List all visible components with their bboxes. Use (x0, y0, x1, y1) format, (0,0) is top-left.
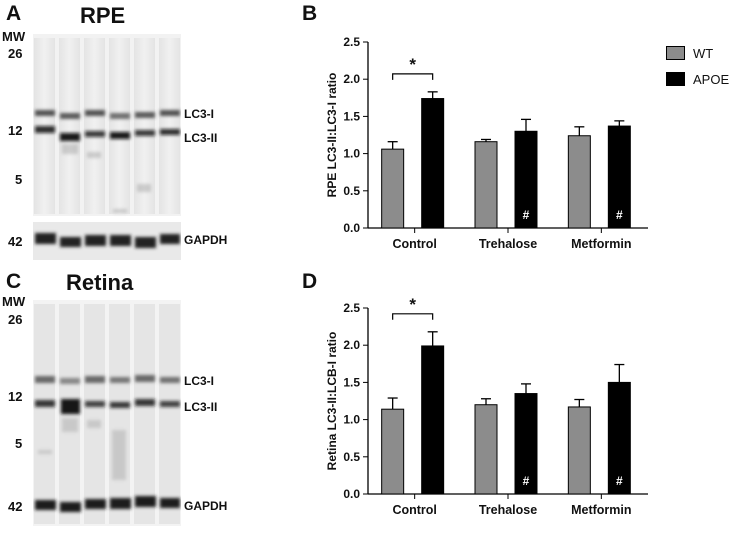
panel-letter-c: C (6, 270, 22, 293)
y-tick-label: 1.0 (343, 147, 360, 161)
plot-area: 0.0 0.5 1.0 1.5 2.0 2.5 Retina LC3-II:LCB-I ra… (325, 296, 648, 517)
legend-swatch-wt (666, 46, 685, 60)
x-tick-label: Trehalose (479, 237, 537, 251)
y-tick-label: 2.0 (343, 338, 360, 352)
bar-wt (474, 404, 498, 495)
band-label-lc3-ii-a: LC3-II (184, 131, 218, 145)
mw-marker-12-a: 12 (8, 123, 23, 138)
significance-star: * (409, 296, 416, 314)
bar-apoe (514, 130, 538, 229)
band-label-gapdh-c: GAPDH (184, 499, 228, 513)
y-tick-label: 0.0 (343, 487, 360, 501)
x-tick-label: Metformin (571, 503, 631, 517)
bar-chart-retina: 0.0 0.5 1.0 1.5 2.0 2.5 Retina LC3-II:LCB-I ra… (325, 296, 648, 517)
bar-wt (567, 406, 591, 495)
blot-title-retina: Retina (66, 270, 134, 295)
y-axis-label: Retina LC3-II:LCB-I ratio (325, 332, 339, 471)
bar-apoe (421, 345, 445, 495)
band-label-lc3-ii-c: LC3-II (184, 400, 218, 414)
mw-marker-42-c: 42 (8, 499, 23, 514)
blot-title-rpe: RPE (80, 3, 126, 28)
bar-apoe (607, 381, 631, 495)
western-blot-rpe (33, 34, 181, 260)
y-tick-label: 0.0 (343, 221, 360, 235)
hash-mark: # (616, 474, 623, 488)
bar-chart-rpe: 0.0 0.5 1.0 1.5 2.0 2.5 RPE LC3-II:LC3-I ratio… (325, 35, 648, 251)
bar-wt (381, 148, 405, 229)
hash-mark: # (523, 208, 530, 222)
plot-area: 0.0 0.5 1.0 1.5 2.0 2.5 RPE LC3-II:LC3-I ratio… (325, 35, 648, 251)
legend: WT APOE (666, 44, 729, 88)
legend-item-apoe: APOE (666, 70, 729, 88)
mw-marker-42-a: 42 (8, 234, 23, 249)
significance-bracket (392, 73, 434, 80)
hash-mark: # (523, 474, 530, 488)
band-label-lc3-i-a: LC3-I (184, 107, 214, 121)
y-tick-label: 2.5 (343, 301, 360, 315)
mw-marker-5-c: 5 (15, 436, 23, 451)
mw-header-a: MW (2, 29, 26, 44)
legend-item-wt: WT (666, 44, 729, 62)
mw-marker-26-a: 26 (8, 46, 23, 61)
mw-header-c: MW (2, 294, 26, 309)
x-tick-label: Trehalose (479, 503, 537, 517)
bar-apoe (421, 98, 445, 229)
legend-label-wt: WT (693, 45, 714, 61)
y-tick-label: 1.5 (343, 109, 360, 123)
band-label-gapdh-a: GAPDH (184, 233, 228, 247)
panel-letter-d: D (302, 270, 318, 293)
bar-wt (381, 408, 405, 495)
bar-apoe (607, 125, 631, 229)
x-tick-label: Control (392, 237, 436, 251)
hash-mark: # (616, 208, 623, 222)
bar-wt (567, 135, 591, 229)
panel-letter-a: A (6, 2, 22, 25)
y-tick-label: 0.5 (343, 450, 360, 464)
western-blot-retina (33, 300, 181, 526)
bar-wt (474, 141, 498, 229)
y-tick-label: 2.0 (343, 72, 360, 86)
y-tick-label: 0.5 (343, 184, 360, 198)
y-tick-label: 2.5 (343, 35, 360, 49)
mw-marker-12-c: 12 (8, 389, 23, 404)
y-tick-label: 1.0 (343, 413, 360, 427)
bar-apoe (514, 393, 538, 495)
legend-label-apoe: APOE (693, 71, 730, 87)
x-tick-label: Metformin (571, 237, 631, 251)
y-tick-label: 1.5 (343, 375, 360, 389)
mw-marker-5-a: 5 (15, 172, 23, 187)
panel-letter-b: B (302, 2, 318, 25)
x-tick-label: Control (392, 503, 436, 517)
significance-star: * (409, 55, 416, 74)
y-axis-label: RPE LC3-II:LC3-I ratio (325, 73, 339, 198)
legend-swatch-apoe (666, 72, 685, 86)
mw-marker-26-c: 26 (8, 312, 23, 327)
band-label-lc3-i-c: LC3-I (184, 374, 214, 388)
significance-bracket (392, 313, 434, 320)
